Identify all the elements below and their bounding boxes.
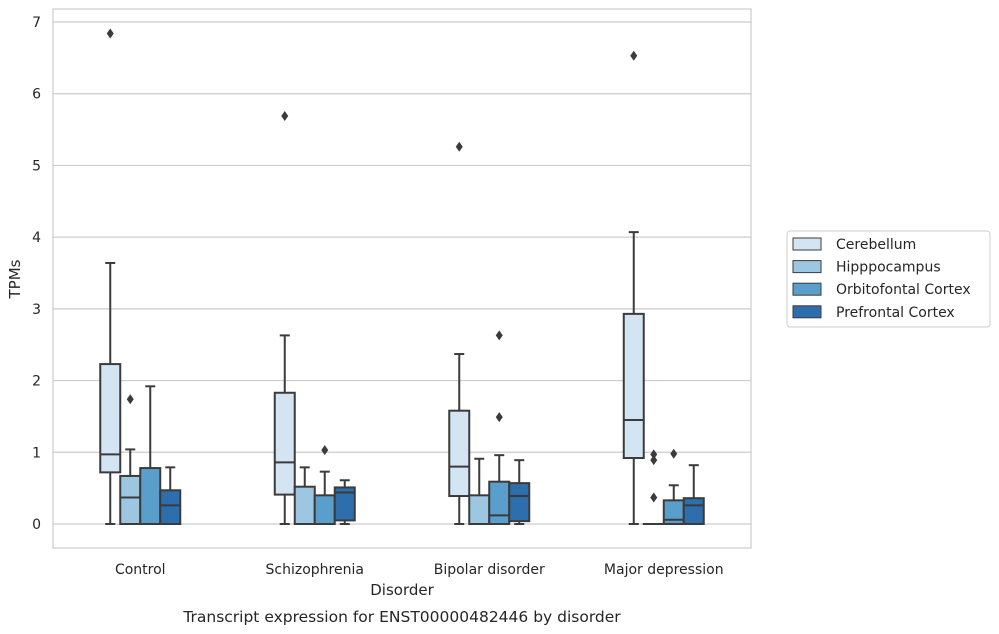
box-iqr bbox=[119, 474, 142, 525]
legend-swatch bbox=[792, 282, 822, 296]
plot-frame bbox=[52, 8, 752, 549]
box-iqr bbox=[468, 494, 491, 526]
x-axis-title: Disorder bbox=[370, 581, 434, 599]
x-tick-label-major-depression: Major depression bbox=[604, 562, 724, 578]
legend-swatch bbox=[792, 305, 822, 319]
box-hipppocampus-schizophrenia bbox=[293, 466, 316, 525]
box-iqr bbox=[622, 312, 645, 460]
y-tick-label-5: 5 bbox=[32, 158, 41, 174]
box-prefrontal-cortex-bipolar-disorder bbox=[508, 459, 531, 525]
box-iqr bbox=[682, 497, 705, 526]
outlier-marker bbox=[650, 449, 658, 460]
outlier-marker bbox=[650, 492, 658, 503]
box-iqr bbox=[508, 482, 531, 523]
legend-item-prefrontal-cortex: Prefrontal Cortex bbox=[792, 305, 955, 321]
box-cerebellum-major-depression bbox=[622, 50, 645, 525]
box-orbitofontal-cortex-major-depression bbox=[662, 448, 685, 526]
box-cerebellum-control bbox=[99, 28, 122, 525]
legend: Cerebellum Hipppocampus Orbitofontal Corte… bbox=[786, 230, 991, 328]
y-tick-labels: 0 1 2 3 4 5 6 7 bbox=[32, 15, 41, 533]
box-iqr bbox=[313, 494, 336, 526]
box-iqr bbox=[273, 391, 296, 496]
box-prefrontal-cortex-control bbox=[159, 466, 182, 525]
x-tick-label-schizophrenia: Schizophrenia bbox=[266, 562, 364, 578]
box-cerebellum-schizophrenia bbox=[273, 110, 296, 525]
legend-label: Prefrontal Cortex bbox=[836, 305, 955, 321]
box-cerebellum-bipolar-disorder bbox=[448, 141, 471, 525]
legend-label: Hipppocampus bbox=[836, 260, 941, 276]
box-iqr bbox=[488, 480, 511, 525]
chart-caption: Transcript expression for ENST0000048244… bbox=[182, 608, 621, 626]
series-prefrontal-cortex bbox=[159, 459, 705, 526]
legend-swatch bbox=[792, 260, 822, 274]
legend-label: Cerebellum bbox=[836, 237, 916, 253]
box-hipppocampus-major-depression bbox=[642, 449, 665, 526]
y-tick-label-2: 2 bbox=[32, 374, 41, 390]
legend-item-orbitofontal-cortex: Orbitofontal Cortex bbox=[792, 282, 971, 298]
legend-item-cerebellum: Cerebellum bbox=[792, 237, 916, 253]
y-axis-title: TPMs bbox=[6, 259, 24, 299]
y-tick-label-7: 7 bbox=[32, 15, 41, 31]
x-tick-label-bipolar-disorder: Bipolar disorder bbox=[434, 562, 545, 578]
box-iqr bbox=[139, 467, 162, 526]
y-tick-label-6: 6 bbox=[32, 87, 41, 103]
box-iqr bbox=[159, 489, 182, 525]
y-tick-label-1: 1 bbox=[32, 445, 41, 461]
box-iqr bbox=[333, 486, 356, 522]
legend-swatch bbox=[792, 237, 822, 251]
outlier-marker bbox=[126, 394, 134, 405]
x-tick-labels: Control Schizophrenia Bipolar disorder Majo… bbox=[115, 562, 724, 578]
outlier-marker bbox=[321, 445, 329, 456]
box-series-group bbox=[99, 28, 705, 526]
box-prefrontal-cortex-major-depression bbox=[682, 464, 705, 526]
legend-frame bbox=[786, 230, 991, 328]
box-prefrontal-cortex-schizophrenia bbox=[333, 479, 356, 525]
series-orbitofontal-cortex bbox=[139, 330, 685, 526]
box-orbitofontal-cortex-schizophrenia bbox=[313, 445, 336, 526]
y-tick-label-4: 4 bbox=[32, 230, 41, 246]
series-hipppocampus bbox=[119, 394, 665, 526]
legend-item-hipppocampus: Hipppocampus bbox=[792, 260, 941, 276]
outlier-marker bbox=[670, 448, 678, 459]
outlier-marker bbox=[495, 330, 503, 341]
box-iqr bbox=[293, 485, 316, 525]
y-tick-label-3: 3 bbox=[32, 302, 41, 318]
y-tick-label-0: 0 bbox=[32, 517, 41, 533]
box-iqr bbox=[99, 363, 122, 474]
outlier-marker bbox=[630, 50, 638, 61]
box-iqr bbox=[448, 409, 471, 498]
outlier-marker bbox=[650, 455, 658, 466]
outlier-marker bbox=[455, 141, 463, 152]
outlier-marker bbox=[495, 412, 503, 423]
legend-label: Orbitofontal Cortex bbox=[836, 282, 971, 298]
outlier-marker bbox=[281, 110, 289, 121]
series-cerebellum bbox=[99, 28, 645, 525]
outlier-marker bbox=[106, 28, 114, 39]
x-tick-label-control: Control bbox=[115, 562, 166, 578]
